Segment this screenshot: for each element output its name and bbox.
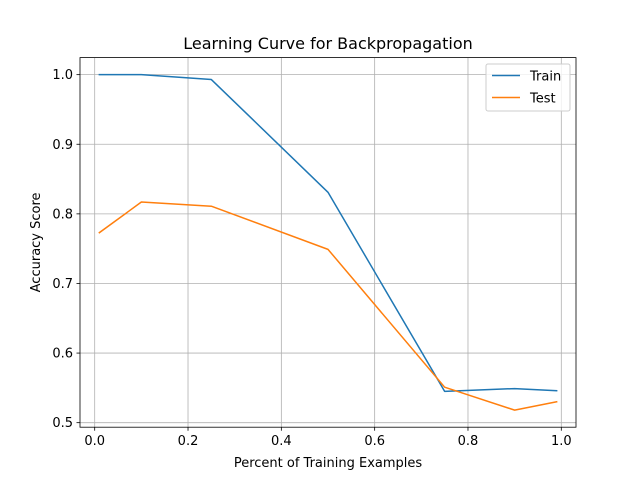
- legend-label-test: Test: [529, 92, 556, 107]
- series-line-train: [98, 73, 558, 393]
- series-line-test: [98, 201, 558, 411]
- y-axis-label: Accuracy Score: [29, 192, 44, 292]
- x-tick-label: 1.0: [551, 434, 572, 449]
- x-tick-label: 0.8: [458, 434, 479, 449]
- y-tick-label: 0.8: [52, 207, 73, 222]
- chart-title: Learning Curve for Backpropagation: [183, 34, 473, 53]
- y-axis: 0.5 0.6 0.7 0.8 0.9 1.0: [52, 68, 80, 431]
- y-tick-label: 0.7: [52, 277, 73, 292]
- x-axis-label: Percent of Training Examples: [234, 456, 423, 471]
- plot-frame: [79, 57, 577, 428]
- x-tick-label: 0.6: [364, 434, 385, 449]
- x-tick-label: 0.2: [178, 434, 199, 449]
- series-lines: [98, 73, 558, 411]
- legend: Train Test: [485, 63, 571, 112]
- x-axis: 0.0 0.2 0.4 0.6 0.8 1.0: [84, 427, 572, 449]
- y-tick-label: 0.9: [52, 138, 73, 153]
- x-tick-label: 0.0: [84, 434, 105, 449]
- grid: [80, 57, 576, 428]
- y-tick-label: 0.5: [52, 416, 73, 431]
- legend-label-train: Train: [529, 70, 561, 85]
- y-tick-label: 0.6: [52, 347, 73, 362]
- y-tick-label: 1.0: [52, 68, 73, 83]
- x-tick-label: 0.4: [271, 434, 292, 449]
